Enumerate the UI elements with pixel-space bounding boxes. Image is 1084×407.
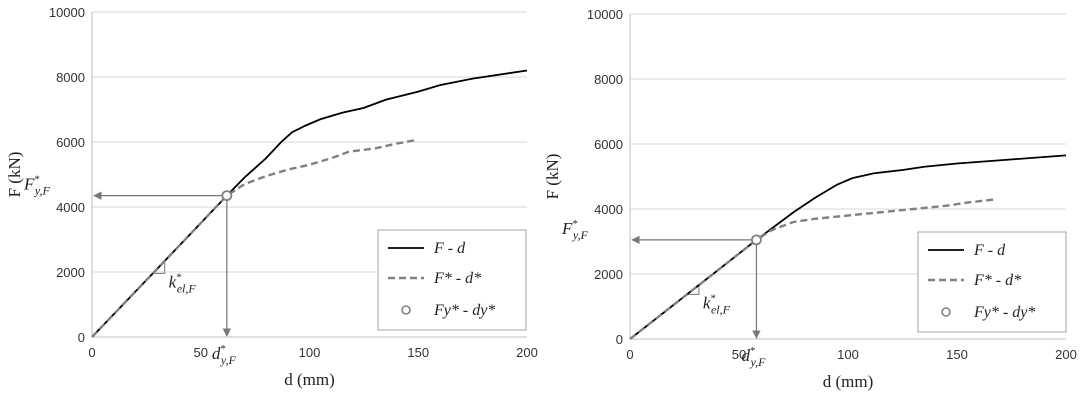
legend-label-2: F* - d* — [973, 272, 1021, 289]
y-tick-label: 4000 — [594, 202, 623, 217]
x-tick-label: 50 — [732, 347, 746, 362]
y-tick-label: 6000 — [594, 137, 623, 152]
legend-label-1: F - d — [433, 240, 466, 257]
y-tick-label: 0 — [78, 330, 85, 345]
legend-label-3: Fy* - dy* — [433, 302, 495, 319]
x-tick-label: 150 — [946, 347, 968, 362]
x-tick-label: 200 — [1055, 347, 1077, 362]
y-tick-label: 8000 — [594, 72, 623, 87]
legend-swatch — [401, 305, 411, 315]
x-tick-label: 0 — [626, 347, 633, 362]
legend-swatch — [941, 307, 951, 317]
x-tick-label: 200 — [516, 345, 538, 360]
x-tick-label: 100 — [299, 345, 321, 360]
yield-force-label: F* y,F — [561, 218, 589, 242]
y-tick-label: 8000 — [56, 70, 85, 85]
yield-point-marker — [221, 190, 233, 202]
series-line-1 — [91, 69, 528, 338]
y-axis-label: F (kN) — [543, 154, 562, 200]
series-line-2 — [629, 198, 997, 340]
stiffness-label: k* el,F — [169, 271, 197, 295]
x-tick-label: 0 — [88, 345, 95, 360]
y-tick-label: 10000 — [587, 7, 623, 22]
y-tick-label: 6000 — [56, 135, 85, 150]
legend-label-1: F - d — [973, 242, 1006, 259]
x-tick-label: 100 — [837, 347, 859, 362]
x-tick-label: 150 — [407, 345, 429, 360]
stiffness-label: k* el,F — [703, 292, 731, 316]
series-line-2 — [91, 139, 415, 338]
legend-label-3: Fy* - dy* — [973, 304, 1035, 321]
y-tick-label: 2000 — [56, 265, 85, 280]
yield-disp-label: d* y,F — [212, 343, 237, 367]
x-axis-label: d (mm) — [823, 372, 874, 391]
legend-label-2: F* - d* — [433, 270, 481, 287]
legend: F - d F* - d* Fy* - dy* — [377, 229, 527, 331]
slope-triangle — [152, 260, 166, 274]
chart-panel-2: 0 2000 4000 6000 8000 10000 0 50 100 150 200 d (mm)… — [543, 7, 1077, 391]
yield-disp-label: d* y,F — [741, 345, 766, 369]
y-tick-label: 4000 — [56, 200, 85, 215]
y-tick-label: 0 — [616, 332, 623, 347]
x-axis-label: d (mm) — [284, 370, 335, 389]
yield-force-label: F* y,F — [23, 174, 51, 198]
slope-triangle — [686, 284, 700, 295]
y-axis-label: F (kN) — [5, 152, 24, 198]
x-tick-label: 50 — [194, 345, 208, 360]
legend: F - d F* - d* Fy* - dy* — [917, 231, 1067, 333]
yield-point-marker — [751, 234, 762, 246]
chart-panel-1: 0 2000 4000 6000 8000 10000 0 50 100 150 200 d (mm)… — [5, 5, 538, 389]
y-tick-label: 10000 — [49, 5, 85, 20]
y-tick-label: 2000 — [594, 267, 623, 282]
